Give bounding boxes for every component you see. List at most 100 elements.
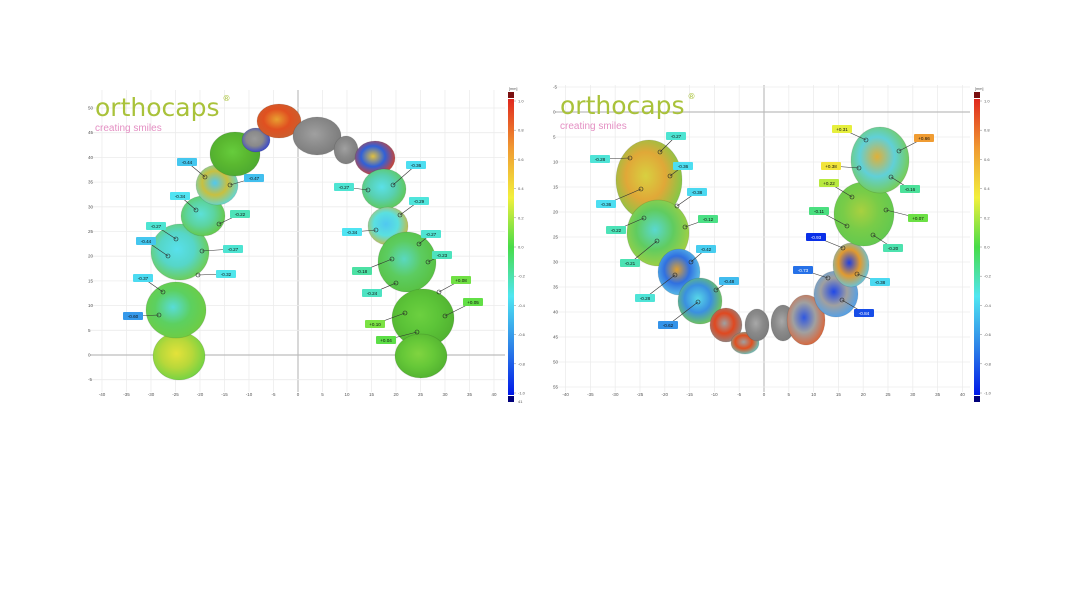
contact-point-marker <box>840 245 846 251</box>
contact-point-marker <box>402 310 408 316</box>
contact-label: -0.21 <box>620 238 660 267</box>
logo-word-text: orthocaps <box>95 93 220 122</box>
colorbar-tick-label: -0.4 <box>984 303 992 308</box>
contact-point-marker <box>627 155 633 161</box>
contact-label: -0.12 <box>682 215 718 230</box>
contact-label: -0.44 <box>136 237 171 259</box>
x-tick-label: -20 <box>197 392 204 397</box>
label-badge <box>133 274 153 282</box>
x-tick-label: 10 <box>811 392 817 397</box>
label-badge <box>883 244 903 252</box>
y-tick-label: -5 <box>88 377 92 382</box>
contact-point-marker <box>883 207 889 213</box>
colorbar-tick-label: 0.2 <box>518 215 524 220</box>
label-value: +0.05 <box>467 300 479 305</box>
contact-point-marker <box>156 312 162 318</box>
colorbar: [mm] 1.0 0.8 0.6 0.4 0.2 0.0 -0.2 -0.4 -0.6 -0.8 -1… <box>508 87 526 404</box>
label-value: +0.04 <box>380 338 392 343</box>
contact-point-marker <box>844 223 850 229</box>
label-value: -0.36 <box>678 164 689 169</box>
contact-label: -0.22 <box>216 210 250 227</box>
contact-label: +0.22 <box>819 179 855 200</box>
y-tick-label: 15 <box>553 185 559 190</box>
contact-point-marker <box>442 313 448 319</box>
label-value: -0.28 <box>595 157 606 162</box>
x-tick-label: -30 <box>612 392 619 397</box>
contact-point-marker <box>638 186 644 192</box>
colorbar-tick-label: 0.8 <box>984 128 990 133</box>
contact-point-marker <box>414 329 420 335</box>
colorbar-tick-label: -1.0 <box>984 391 992 396</box>
label-value: -0.44 <box>141 239 152 244</box>
colorbar-tick-label: 0.2 <box>984 215 990 220</box>
y-tick-label: 25 <box>553 235 559 240</box>
y-tick-label: 5 <box>88 328 91 333</box>
contact-label: +0.05 <box>442 298 483 319</box>
label-badge <box>596 200 616 208</box>
x-tick-label: 0 <box>763 392 766 397</box>
contact-label: -0.27 <box>657 132 686 155</box>
contact-point-marker <box>839 297 845 303</box>
x-tick-label: 15 <box>369 392 375 397</box>
colorbar-tick-label: -0.4 <box>518 303 526 308</box>
colorbar-tick-label: 0.0 <box>984 245 990 250</box>
x-tick-label: 25 <box>418 392 424 397</box>
teeth <box>145 103 455 381</box>
x-tick-label: -40 <box>99 392 106 397</box>
logo-word: orthocaps ® <box>95 95 230 121</box>
contact-label: -0.22 <box>606 215 647 234</box>
label-badge <box>719 277 739 285</box>
contact-point-marker <box>863 137 869 143</box>
contact-point-marker <box>896 148 902 154</box>
tooth <box>241 127 271 153</box>
label-badge <box>409 197 429 205</box>
label-value: -0.27 <box>426 232 437 237</box>
contact-label: -0.24 <box>362 280 399 297</box>
x-tick-label: 35 <box>935 392 941 397</box>
contact-label: +0.08 <box>436 276 471 295</box>
label-value: +0.66 <box>918 136 930 141</box>
contact-point-marker <box>397 212 403 218</box>
contact-label: +0.38 <box>821 162 862 171</box>
contact-point-marker <box>373 227 379 233</box>
label-badge <box>914 134 934 142</box>
x-tick-label: 5 <box>321 392 324 397</box>
y-tick-label: 20 <box>88 254 94 259</box>
colorbar-tick-label: 0.4 <box>518 186 524 191</box>
contact-label: -0.73 <box>793 266 831 281</box>
label-value: -0.34 <box>347 230 358 235</box>
label-badge <box>451 276 471 284</box>
label-value: -0.23 <box>437 253 448 258</box>
contact-label: -0.38 <box>854 271 890 286</box>
contact-label: -0.44 <box>177 158 208 180</box>
label-value: -0.27 <box>339 185 350 190</box>
x-tick-label: 5 <box>788 392 791 397</box>
tooth <box>150 223 210 281</box>
contact-point-marker <box>389 256 395 262</box>
contact-label: -0.29 <box>397 197 429 218</box>
label-value: -0.36 <box>601 202 612 207</box>
contact-point-marker <box>193 207 199 213</box>
label-value: -0.84 <box>859 311 870 316</box>
contact-label: -0.38 <box>674 188 707 209</box>
x-tick-label: -10 <box>711 392 718 397</box>
contact-point-marker <box>165 253 171 259</box>
label-value: -0.27 <box>228 247 239 252</box>
tooth <box>394 333 448 379</box>
x-tick-label: 40 <box>960 392 966 397</box>
contact-point-marker <box>160 289 166 295</box>
y-tick-label: 0 <box>88 353 91 358</box>
contact-point-marker <box>365 187 371 193</box>
label-badge <box>870 278 890 286</box>
colorbar-tick-label: 0.0 <box>518 245 524 250</box>
colorbar-tick-label: 0.4 <box>984 186 990 191</box>
x-tick-label: -15 <box>686 392 693 397</box>
label-value: -0.60 <box>128 314 139 319</box>
label-value: -0.44 <box>182 160 193 165</box>
label-value: +0.07 <box>912 216 924 221</box>
label-value: -0.22 <box>235 212 246 217</box>
y-tick-label: 50 <box>553 360 559 365</box>
contact-label: -0.27 <box>334 183 371 193</box>
contact-point-marker <box>825 275 831 281</box>
label-value: -0.18 <box>357 269 368 274</box>
